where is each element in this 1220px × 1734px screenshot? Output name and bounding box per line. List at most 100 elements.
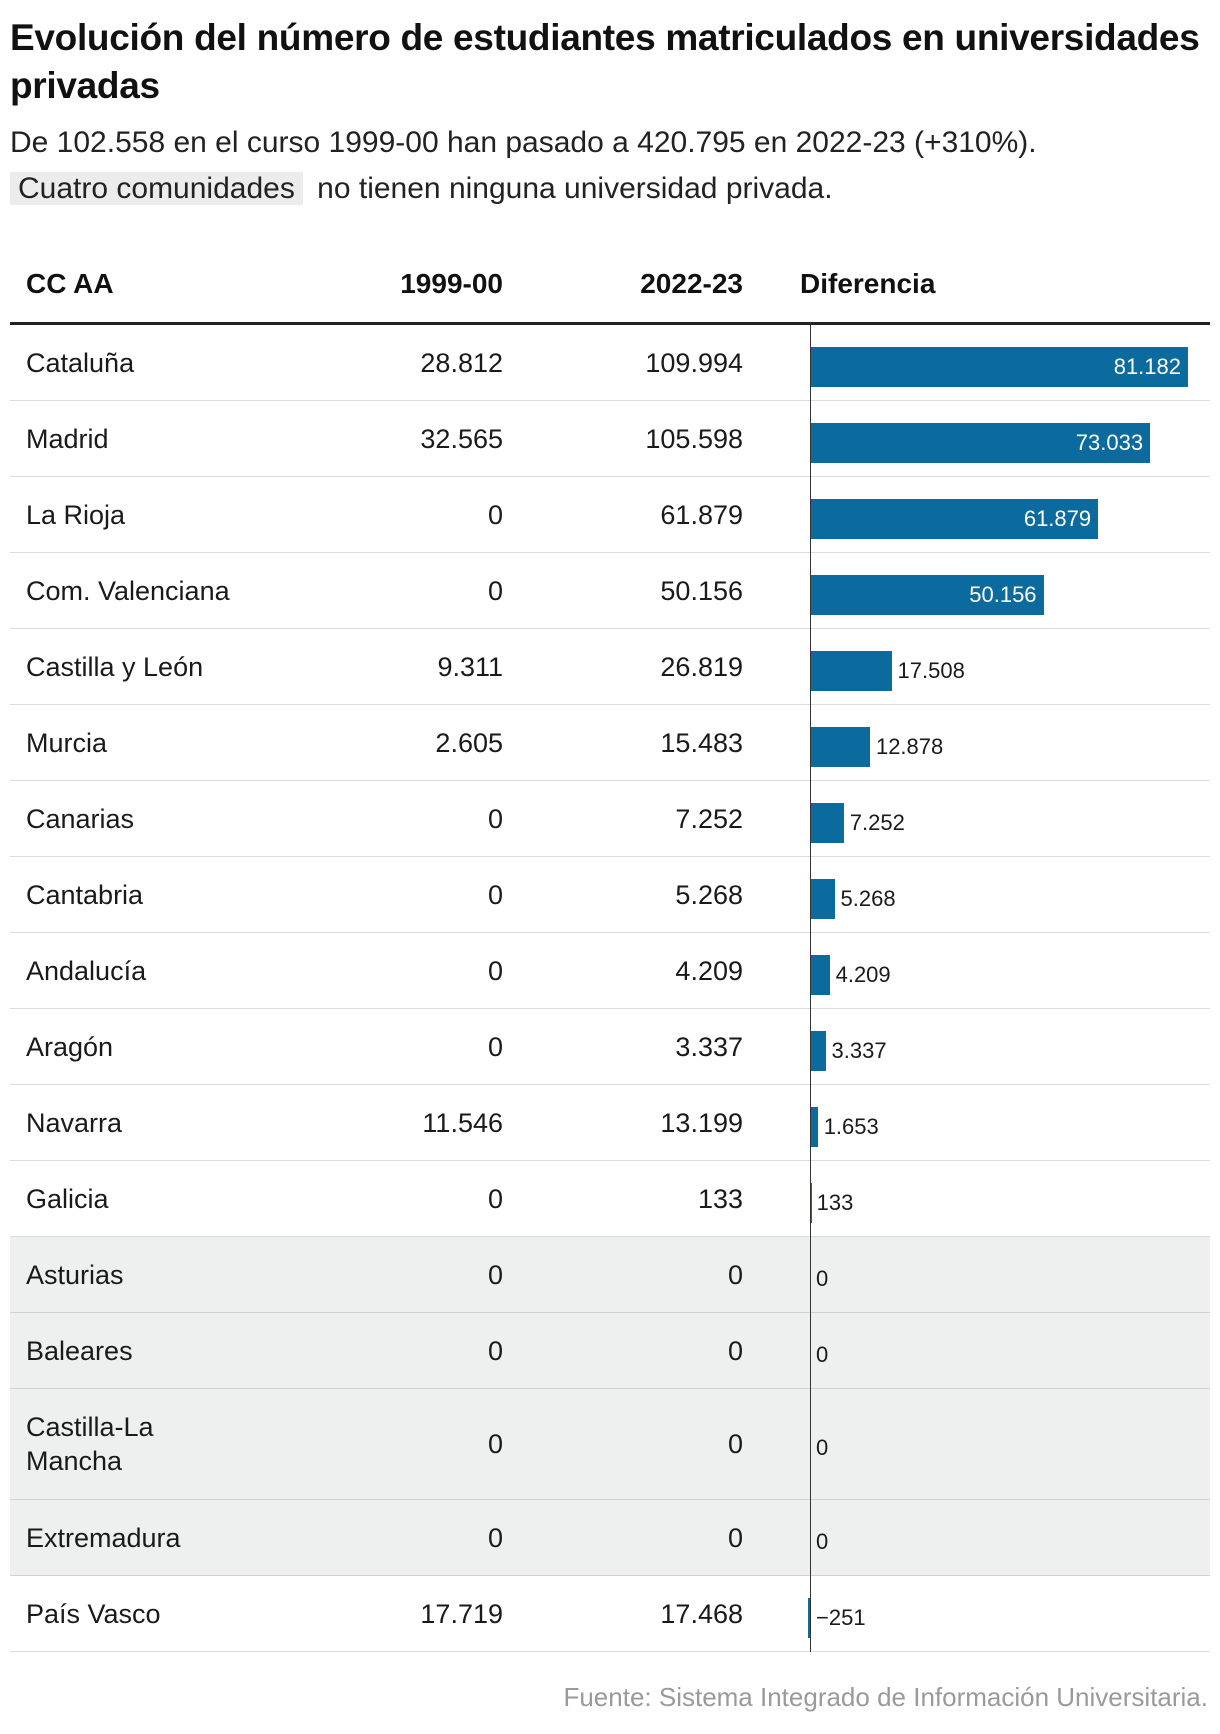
value-1999: 32.565 bbox=[420, 423, 503, 454]
difference-bar bbox=[810, 1182, 812, 1223]
table-row: La Rioja 0 61.879 61.879 bbox=[10, 477, 1210, 553]
table-row: Baleares 0 0 0 bbox=[10, 1313, 1210, 1389]
subtitle-line-1: De 102.558 en el curso 1999-00 han pasad… bbox=[10, 126, 1037, 159]
difference-label: 81.182 bbox=[1113, 353, 1181, 379]
difference-label: 133 bbox=[816, 1189, 854, 1215]
table-row: Cantabria 0 5.268 5.268 bbox=[10, 857, 1210, 933]
table-row: Andalucía 0 4.209 4.209 bbox=[10, 933, 1210, 1009]
difference-bar bbox=[810, 650, 892, 691]
difference-label: 0 bbox=[816, 1341, 829, 1367]
value-2022: 5.268 bbox=[675, 879, 743, 910]
value-2022: 17.468 bbox=[660, 1598, 743, 1629]
difference-bar bbox=[810, 1030, 826, 1071]
difference-bar bbox=[810, 726, 870, 767]
region-name: Galicia bbox=[26, 1183, 109, 1214]
region-name: Murcia bbox=[26, 727, 108, 758]
table-row: Madrid 32.565 105.598 73.033 bbox=[10, 401, 1210, 477]
difference-bar bbox=[808, 1597, 810, 1638]
difference-label: 7.252 bbox=[849, 809, 905, 835]
region-name: País Vasco bbox=[26, 1598, 161, 1629]
difference-bar bbox=[810, 574, 1044, 615]
region-name: Andalucía bbox=[26, 955, 147, 986]
table-row: Extremadura 0 0 0 bbox=[10, 1500, 1210, 1576]
subtitle-line-2: Cuatro comunidades no tienen ninguna uni… bbox=[10, 166, 1210, 212]
region-name: Madrid bbox=[26, 423, 109, 454]
value-1999: 0 bbox=[487, 955, 503, 986]
value-1999: 0 bbox=[487, 499, 503, 530]
table-row: Murcia 2.605 15.483 12.878 bbox=[10, 705, 1210, 781]
difference-bar bbox=[810, 954, 830, 995]
region-name: Cataluña bbox=[26, 347, 135, 378]
difference-label: 1.653 bbox=[823, 1113, 879, 1139]
value-2022: 0 bbox=[727, 1259, 743, 1290]
difference-label: 0 bbox=[816, 1528, 829, 1554]
value-2022: 50.156 bbox=[660, 575, 743, 606]
source-note: Fuente: Sistema Integrado de Información… bbox=[563, 1682, 1208, 1712]
region-name: Castilla y León bbox=[26, 651, 204, 682]
difference-label: 4.209 bbox=[835, 961, 891, 987]
value-1999: 28.812 bbox=[420, 347, 503, 378]
value-2022: 7.252 bbox=[675, 803, 743, 834]
table-row: Asturias 0 0 0 bbox=[10, 1237, 1210, 1313]
table-row: Navarra 11.546 13.199 1.653 bbox=[10, 1085, 1210, 1161]
difference-bar bbox=[810, 498, 1099, 539]
header-difference: Diferencia bbox=[800, 268, 936, 299]
table-row: País Vasco 17.719 17.468 −251 bbox=[10, 1576, 1210, 1652]
region-name: Navarra bbox=[26, 1107, 123, 1138]
region-name: Com. Valenciana bbox=[26, 575, 230, 606]
region-name: Baleares bbox=[26, 1335, 133, 1366]
difference-bar bbox=[810, 422, 1151, 463]
difference-bar bbox=[810, 802, 844, 843]
header-year-1999: 1999-00 bbox=[400, 268, 503, 299]
region-name: Asturias bbox=[26, 1259, 124, 1290]
header-region: CC AA bbox=[26, 268, 114, 299]
difference-label: 5.268 bbox=[840, 885, 896, 911]
value-1999: 0 bbox=[487, 1183, 503, 1214]
difference-label: 73.033 bbox=[1075, 429, 1144, 455]
table-row: Castilla y León 9.311 26.819 17.508 bbox=[10, 629, 1210, 705]
table-row: Canarias 0 7.252 7.252 bbox=[10, 781, 1210, 857]
value-2022: 105.598 bbox=[645, 423, 743, 454]
value-1999: 2.605 bbox=[435, 727, 503, 758]
difference-label: 3.337 bbox=[831, 1037, 887, 1063]
value-1999: 9.311 bbox=[437, 651, 503, 682]
value-2022: 4.209 bbox=[675, 955, 743, 986]
value-2022: 0 bbox=[727, 1429, 743, 1459]
difference-bar bbox=[810, 1106, 818, 1147]
difference-label: 50.156 bbox=[969, 581, 1037, 607]
value-1999: 0 bbox=[487, 803, 503, 834]
difference-label: 17.508 bbox=[897, 657, 965, 683]
difference-label: 61.879 bbox=[1023, 505, 1092, 531]
value-2022: 0 bbox=[727, 1335, 743, 1366]
region-name: Canarias bbox=[26, 803, 135, 834]
value-1999: 11.546 bbox=[422, 1107, 503, 1138]
chart-subtitle: De 102.558 en el curso 1999-00 han pasad… bbox=[10, 120, 1210, 212]
value-2022: 15.483 bbox=[660, 727, 743, 758]
value-2022: 3.337 bbox=[675, 1031, 743, 1062]
difference-label: −251 bbox=[816, 1604, 866, 1630]
difference-label: 0 bbox=[816, 1265, 829, 1291]
table-header: CC AA 1999-00 2022-23 Diferencia bbox=[10, 250, 1210, 325]
table-row: Castilla-La Mancha 0 0 0 bbox=[10, 1389, 1210, 1500]
difference-bar bbox=[810, 346, 1188, 387]
region-name: Cantabria bbox=[26, 879, 144, 910]
chart-title: Evolución del número de estudiantes matr… bbox=[10, 17, 1200, 106]
difference-label: 0 bbox=[816, 1435, 829, 1460]
value-2022: 133 bbox=[697, 1183, 743, 1214]
value-2022: 61.879 bbox=[660, 499, 743, 530]
value-1999: 0 bbox=[487, 879, 503, 910]
value-1999: 0 bbox=[487, 575, 503, 606]
subtitle-line-2-text: no tienen ninguna universidad privada. bbox=[317, 172, 833, 205]
table-row: Aragón 0 3.337 3.337 bbox=[10, 1009, 1210, 1085]
value-1999: 0 bbox=[487, 1429, 503, 1459]
value-1999: 0 bbox=[487, 1259, 503, 1290]
value-2022: 109.994 bbox=[645, 347, 743, 378]
value-1999: 17.719 bbox=[420, 1598, 503, 1629]
value-1999: 0 bbox=[487, 1031, 503, 1062]
table-row: Com. Valenciana 0 50.156 50.156 bbox=[10, 553, 1210, 629]
value-2022: 13.199 bbox=[660, 1107, 743, 1138]
value-1999: 0 bbox=[487, 1335, 503, 1366]
subtitle-highlight: Cuatro comunidades bbox=[10, 172, 303, 205]
value-1999: 0 bbox=[487, 1522, 503, 1553]
region-name: La Rioja bbox=[26, 499, 126, 530]
